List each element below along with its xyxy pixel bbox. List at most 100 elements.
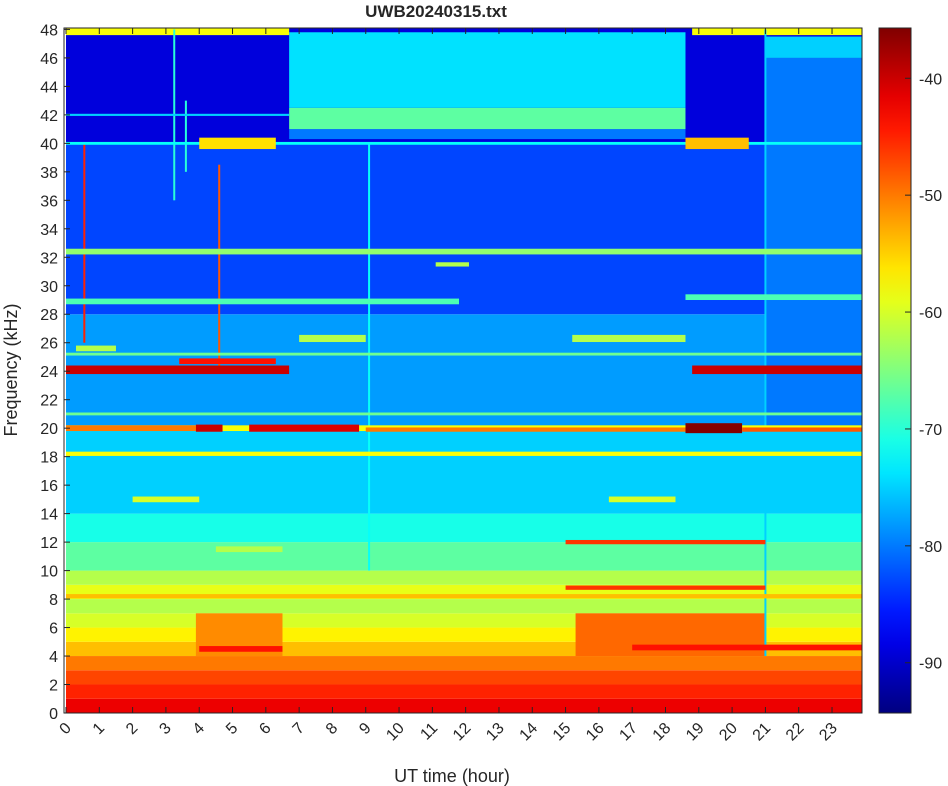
heatmap-band [572, 334, 686, 343]
heatmap-band [65, 594, 862, 599]
x-tick-label: 9 [356, 720, 374, 738]
heatmap-region [65, 513, 862, 543]
y-tick-label: 2 [49, 678, 58, 695]
heatmap-region [65, 684, 862, 699]
y-tick-label: 20 [40, 421, 58, 438]
y-tick-label: 0 [49, 706, 58, 723]
colorbar-axis: -40 -50 -60 -70 -80 -90 [905, 71, 942, 673]
y-tick-label: 30 [40, 279, 58, 296]
x-tick-label: 23 [816, 720, 841, 745]
heatmap-band [742, 427, 862, 432]
plot-frame [63, 27, 863, 714]
heatmap-streak [184, 100, 187, 172]
heatmap-band [632, 644, 862, 651]
heatmap-band [195, 424, 223, 432]
heatmap-region [289, 129, 686, 140]
y-tick-label: 48 [40, 22, 58, 39]
heatmap-band [179, 358, 276, 365]
x-tick-label: 12 [450, 720, 475, 745]
x-tick-label: 19 [683, 720, 708, 745]
heatmap-band [65, 352, 862, 356]
y-tick-label: 16 [40, 478, 58, 495]
x-tick-label: 5 [223, 720, 241, 738]
heatmap-band [608, 496, 676, 503]
x-tick-label: 22 [783, 720, 808, 745]
chart-title: UWB20240315.txt [365, 2, 507, 21]
x-tick-label: 2 [123, 720, 141, 738]
heatmap-band [65, 248, 862, 255]
x-tick-label: 8 [323, 720, 341, 738]
x-tick-label: 11 [417, 720, 441, 744]
x-tick-label: 3 [156, 720, 174, 738]
heatmap-streak [368, 143, 371, 571]
colorbar-tick-label: -70 [919, 422, 942, 439]
x-tick-label: 15 [550, 720, 575, 745]
x-tick-label: 17 [616, 720, 641, 745]
y-tick-label: 14 [40, 507, 58, 524]
heatmap-region [65, 542, 862, 571]
heatmap-band [299, 334, 366, 343]
heatmap-band [199, 646, 283, 652]
heatmap-region [65, 698, 862, 713]
x-tick-label: 4 [190, 720, 208, 738]
x-tick-label: 10 [383, 720, 408, 745]
colorbar-tick-label: -60 [919, 305, 942, 322]
y-axis: 0246810121416182022242628303234363840424… [40, 22, 70, 723]
heatmap-band [692, 365, 862, 375]
colorbar-tick-label: -40 [919, 71, 942, 88]
heatmap-band [199, 137, 276, 150]
heatmap-region [765, 36, 862, 58]
y-tick-label: 38 [40, 165, 58, 182]
heatmap-band [132, 496, 200, 503]
heatmap-band [685, 423, 743, 434]
x-tick-label: 18 [650, 720, 675, 745]
heatmap-band [565, 585, 766, 590]
y-tick-label: 34 [40, 222, 58, 239]
heatmap-band [435, 262, 469, 267]
heatmap-region [692, 28, 862, 36]
heatmap-region [65, 143, 862, 315]
heatmap-region [65, 570, 862, 585]
x-tick-label: 14 [516, 720, 541, 745]
heatmap-band [65, 365, 290, 375]
heatmap-region [65, 656, 862, 671]
x-tick-label: 0 [57, 720, 75, 738]
colorbar-tick-label: -50 [919, 188, 942, 205]
x-tick-label: 16 [583, 720, 608, 745]
colorbar [878, 27, 912, 714]
heatmap-region [289, 32, 686, 108]
y-tick-label: 12 [40, 535, 58, 552]
heatmap-band [65, 298, 460, 305]
y-tick-label: 24 [40, 364, 58, 381]
y-axis-label: Frequency (kHz) [1, 303, 21, 436]
heatmap-streak [218, 164, 221, 372]
heatmap-band [65, 141, 862, 145]
y-tick-label: 6 [49, 621, 58, 638]
x-tick-label: 6 [256, 720, 274, 738]
heatmap-band [65, 425, 196, 432]
y-tick-label: 26 [40, 336, 58, 353]
heatmap-region [65, 28, 290, 36]
x-axis-label: UT time (hour) [394, 766, 510, 786]
x-tick-label: 20 [716, 720, 741, 745]
heatmap-band [65, 412, 862, 416]
heatmap-band [75, 345, 116, 352]
x-tick-label: 21 [750, 720, 775, 745]
heatmap-band [215, 546, 283, 553]
heatmap-band [685, 294, 862, 301]
y-tick-label: 4 [49, 649, 58, 666]
heatmap-band [65, 451, 862, 456]
x-tick-label: 1 [90, 720, 108, 738]
heatmap-band [65, 113, 290, 116]
heatmap-band [249, 424, 360, 432]
y-tick-label: 32 [40, 250, 58, 267]
heatmap-region [65, 670, 862, 685]
y-tick-label: 42 [40, 108, 58, 125]
y-tick-label: 28 [40, 307, 58, 324]
heatmap-band [365, 427, 686, 432]
y-tick-label: 8 [49, 592, 58, 609]
heatmap-streak [83, 143, 86, 343]
y-tick-label: 44 [40, 79, 58, 96]
heatmap-band [565, 539, 766, 545]
